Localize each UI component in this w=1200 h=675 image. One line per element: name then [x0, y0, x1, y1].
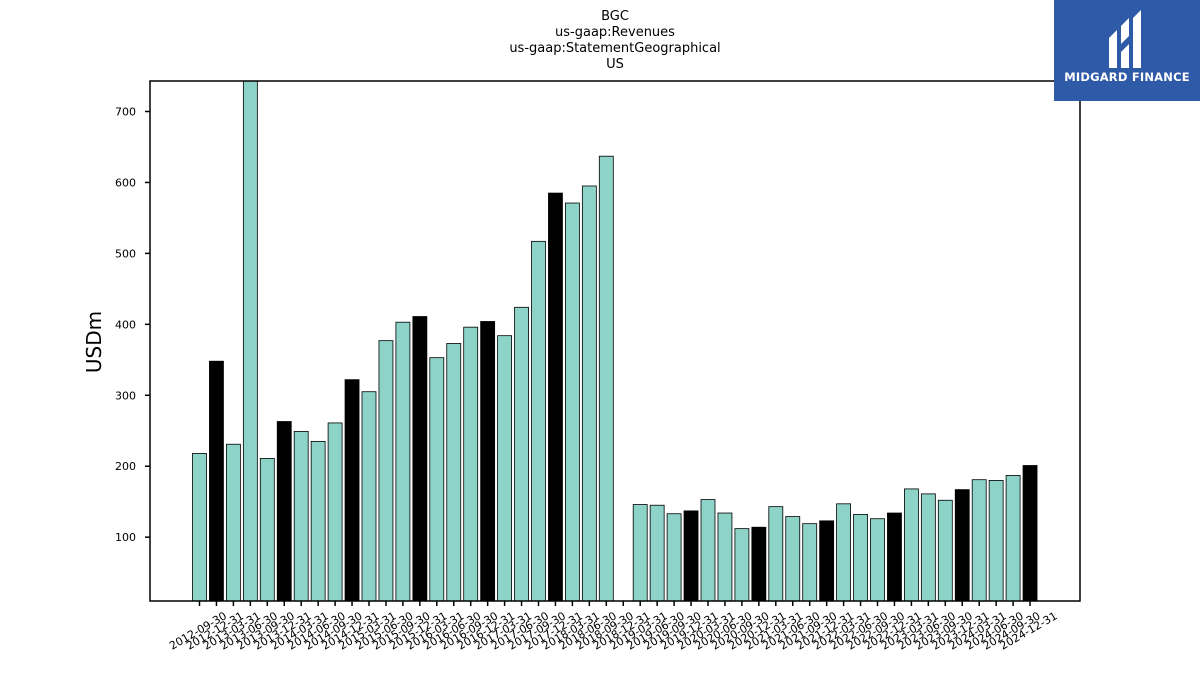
y-tick-label: 400 — [115, 318, 136, 331]
bar-2015-09-30 — [395, 321, 411, 602]
bar-2023-06-30 — [920, 493, 936, 602]
bar-2019-09-30 — [666, 513, 682, 602]
bar-2023-12-31 — [954, 489, 970, 602]
bar-2024-12-31 — [1022, 465, 1038, 602]
bar-2016-12-31 — [480, 321, 496, 602]
bar-2023-09-30 — [937, 499, 953, 602]
bar-2016-06-30 — [446, 343, 462, 602]
bar-2014-06-30 — [310, 440, 326, 602]
bar-2014-03-31 — [293, 431, 309, 602]
midgard-logo-icon — [1109, 10, 1141, 68]
brand-name: MIDGARD FINANCE — [1064, 70, 1190, 84]
bar-2018-06-30 — [581, 185, 597, 602]
bar-2023-03-31 — [904, 488, 919, 602]
bar-2024-03-31 — [971, 479, 987, 602]
bar-2016-09-30 — [463, 326, 479, 602]
y-tick-label: 100 — [115, 531, 136, 544]
x-axis: 2012-09-302012-12-312013-03-312013-06-30… — [167, 601, 1060, 653]
bar-2013-06-30 — [242, 80, 258, 602]
bar-2013-03-31 — [225, 443, 241, 602]
bar-2013-09-30 — [259, 458, 275, 602]
bar-2018-03-31 — [565, 202, 580, 602]
bar-2017-06-30 — [514, 306, 529, 602]
y-tick-label: 500 — [115, 247, 136, 260]
y-tick-label: 700 — [115, 106, 136, 119]
bar-2015-12-31 — [412, 316, 428, 602]
bar-2024-09-30 — [1005, 475, 1021, 602]
bar-2020-09-30 — [734, 528, 750, 602]
bar-2021-06-30 — [785, 516, 801, 602]
title-line: us-gaap:StatementGeographical — [509, 41, 720, 56]
bar-2019-12-31 — [683, 510, 699, 602]
y-tick-label: 200 — [115, 460, 136, 473]
bar-2021-09-30 — [802, 523, 818, 602]
bar-2015-06-30 — [378, 340, 394, 602]
bar-2020-12-31 — [751, 526, 767, 602]
bar-2019-03-31 — [632, 504, 648, 602]
y-axis-label: USDm — [82, 311, 106, 373]
bar-2014-12-31 — [344, 379, 360, 602]
bar-2013-12-31 — [276, 421, 292, 602]
title-line: us-gaap:Revenues — [555, 25, 675, 40]
bar-2014-09-30 — [327, 422, 343, 602]
bar-2022-09-30 — [870, 518, 885, 602]
bar-2021-12-31 — [819, 520, 835, 602]
title-line: US — [606, 57, 624, 72]
bar-2022-03-31 — [836, 503, 851, 602]
bar-2015-03-31 — [361, 391, 377, 602]
bars-group — [192, 80, 1038, 602]
bar-2020-03-31 — [700, 499, 716, 602]
bar-2012-09-30 — [192, 453, 207, 602]
title-line: BGC — [601, 9, 629, 24]
chart-title: BGCus-gaap:Revenuesus-gaap:StatementGeog… — [509, 9, 720, 72]
bar-2020-06-30 — [717, 512, 733, 602]
plot-frame — [149, 80, 1081, 602]
bar-2021-03-31 — [768, 506, 784, 602]
y-axis: 100 200 300 400 500 600 700 — [115, 106, 150, 544]
bar-2016-03-31 — [429, 357, 445, 602]
bar-2022-06-30 — [853, 514, 868, 602]
bar-2017-03-31 — [497, 335, 513, 602]
bar-2022-12-31 — [887, 512, 902, 602]
bar-2017-12-31 — [548, 192, 563, 602]
bar-2017-09-30 — [531, 240, 546, 602]
bar-2019-06-30 — [649, 504, 665, 602]
bar-2012-12-31 — [209, 360, 224, 602]
y-tick-label: 300 — [115, 389, 136, 402]
bar-2024-06-30 — [988, 479, 1004, 602]
bar-2018-09-30 — [598, 155, 614, 602]
y-tick-label: 600 — [115, 176, 136, 189]
brand-logo: MIDGARD FINANCE — [1054, 0, 1200, 101]
